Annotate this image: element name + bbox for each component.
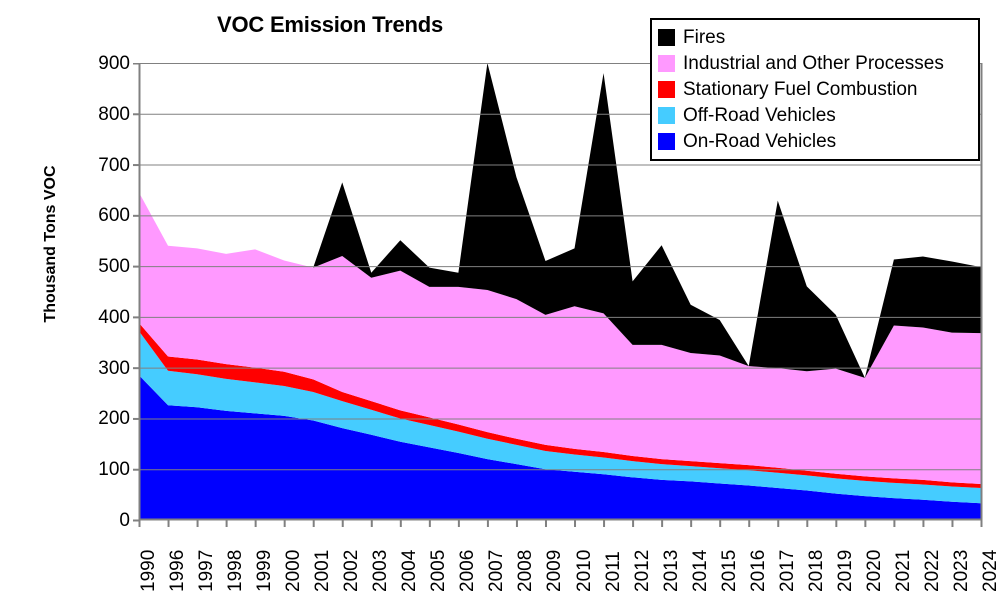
x-axis-tick-label: 2007	[486, 549, 508, 592]
legend-swatch-icon	[658, 54, 675, 72]
x-axis-tick-label: 2022	[921, 549, 943, 592]
x-axis-tick-label: 2000	[283, 549, 305, 592]
legend-item-label: Off-Road Vehicles	[683, 104, 836, 126]
x-axis-tick-label: 1997	[196, 549, 218, 592]
legend-swatch-icon	[658, 80, 675, 98]
x-axis-tick-label: 2017	[776, 549, 798, 592]
legend-item-label: Fires	[683, 26, 726, 48]
x-axis-tick-label: 2019	[834, 549, 856, 592]
y-axis-tick-label: 200	[98, 408, 130, 430]
y-axis-tick-label: 800	[98, 103, 130, 125]
y-axis-tick-label: 600	[98, 205, 130, 227]
y-axis-tick-label: 300	[98, 357, 130, 379]
y-axis-tick-label: 700	[98, 154, 130, 176]
legend-item-label: Industrial and Other Processes	[683, 52, 944, 74]
x-axis-tick-label: 2001	[312, 549, 334, 592]
x-axis-tick-label: 2014	[689, 549, 711, 592]
area-series-industrial-and-other-processes	[139, 192, 981, 484]
legend-item-label: Stationary Fuel Combustion	[683, 78, 918, 100]
area-series-off-road-vehicles	[139, 331, 981, 504]
x-axis-tick-label: 1999	[254, 549, 276, 592]
area-series-fires	[139, 63, 981, 378]
legend-item[interactable]: Fires	[658, 24, 972, 50]
legend-swatch-icon	[658, 28, 675, 46]
x-axis-tick-label: 2003	[370, 549, 392, 592]
x-axis-tick-label: 2010	[573, 549, 595, 592]
y-axis-tick-label: 900	[98, 53, 130, 74]
x-axis-tick-label: 2016	[747, 549, 769, 592]
legend-item-label: On-Road Vehicles	[683, 130, 837, 152]
y-axis-tick-label: 0	[119, 510, 130, 531]
x-axis-tick-label: 2020	[863, 549, 885, 592]
legend-item[interactable]: Stationary Fuel Combustion	[658, 76, 972, 102]
x-axis-tick-label: 1996	[167, 549, 189, 592]
x-axis-tick-label: 2023	[950, 549, 972, 592]
area-series-on-road-vehicles	[139, 375, 981, 520]
legend-item[interactable]: Off-Road Vehicles	[658, 102, 972, 128]
x-axis-tick-label: 1998	[225, 549, 247, 592]
x-axis-tick-label: 2002	[341, 549, 363, 592]
x-axis-tick-label: 2005	[428, 549, 450, 592]
y-axis-tick-label: 400	[98, 306, 130, 328]
x-axis-tick-label: 2018	[805, 549, 827, 592]
chart-legend: Fires Industrial and Other Processes Stati…	[650, 18, 980, 161]
legend-swatch-icon	[658, 106, 675, 124]
y-axis-tick-labels: 0 100 200 300 400 500 600 700 800 900	[70, 0, 130, 599]
x-axis-tick-label: 2004	[399, 549, 421, 592]
x-axis-tick-label: 2011	[602, 551, 624, 592]
legend-swatch-icon	[658, 132, 675, 150]
y-axis-tick-label: 100	[98, 459, 130, 481]
x-axis-tick-label: 2024	[980, 549, 1000, 592]
page-title: VOC Emission Trends	[216, 12, 444, 37]
x-axis-tick-label: 2012	[631, 549, 653, 592]
legend-item[interactable]: On-Road Vehicles	[658, 128, 972, 154]
x-axis-tick-label: 1990	[138, 549, 159, 592]
x-axis-tick-label: 2006	[457, 549, 479, 592]
legend-item[interactable]: Industrial and Other Processes	[658, 50, 972, 76]
y-axis-tick-label: 500	[98, 256, 130, 278]
x-axis-tick-label: 2021	[892, 549, 914, 592]
x-axis-tick-label: 2013	[660, 549, 682, 592]
x-axis-tick-label: 2008	[515, 549, 537, 592]
x-axis-tick-label: 2009	[544, 549, 566, 592]
x-axis-tick-label: 2015	[718, 549, 740, 592]
